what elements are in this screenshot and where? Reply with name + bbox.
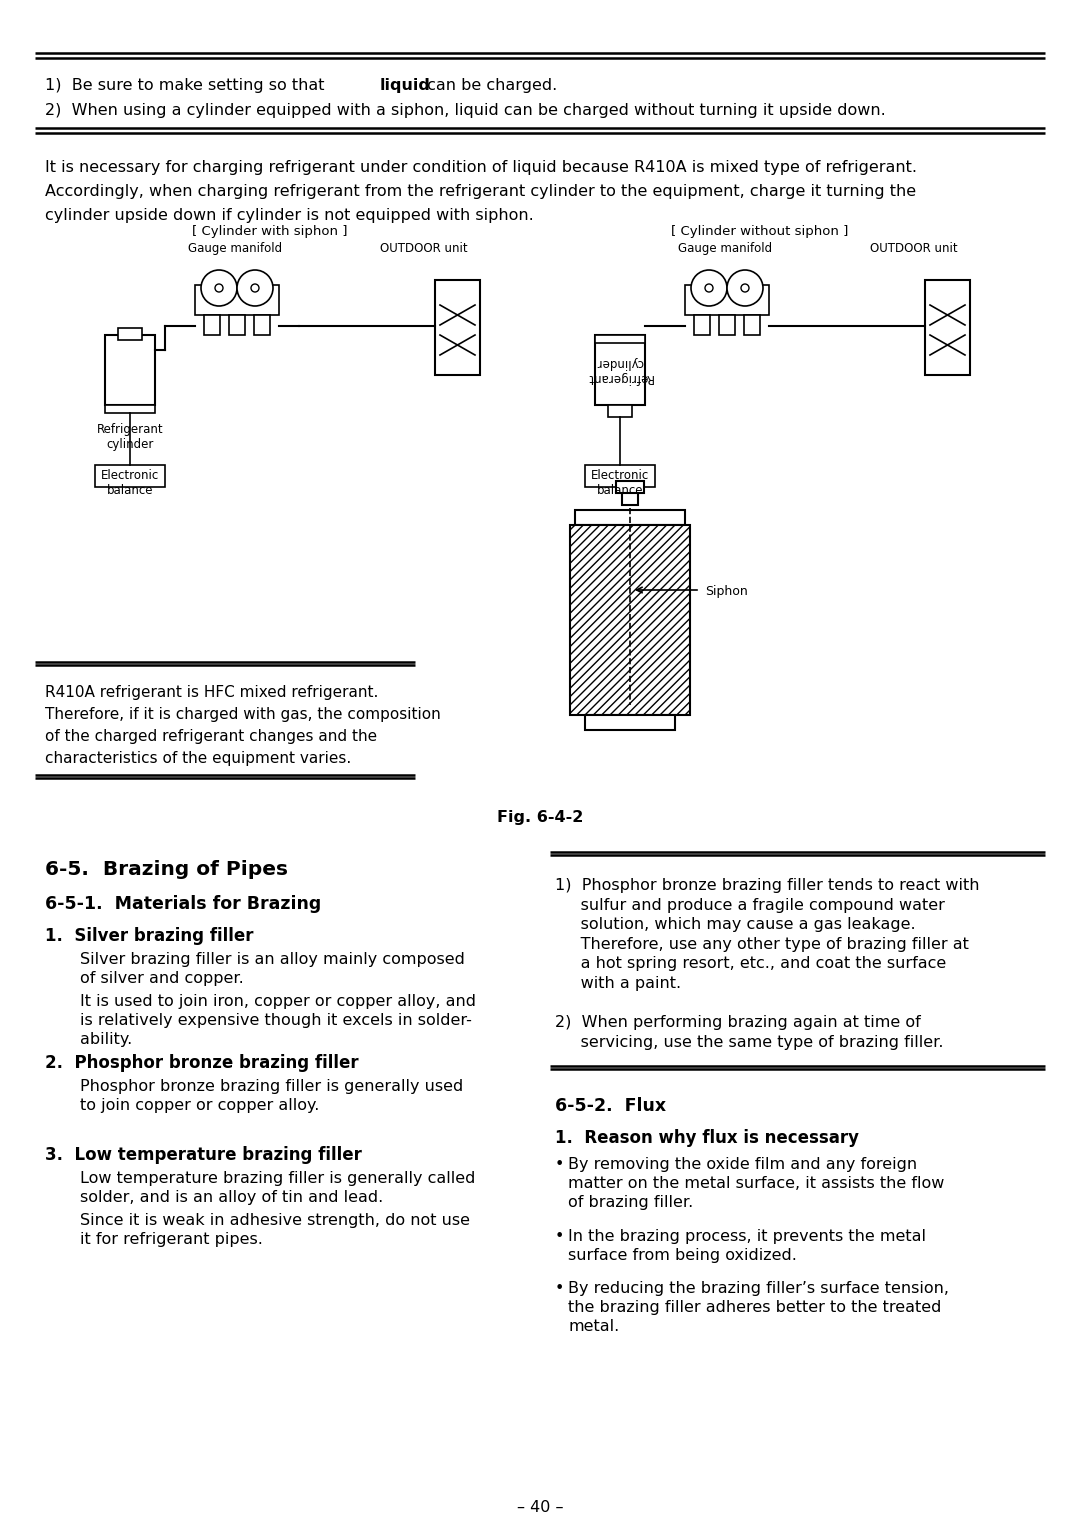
Bar xyxy=(435,281,480,375)
Text: By removing the oxide film and any foreign
matter on the metal surface, it assis: By removing the oxide film and any forei… xyxy=(568,1157,944,1211)
Bar xyxy=(570,525,690,715)
Text: 1.  Reason why flux is necessary: 1. Reason why flux is necessary xyxy=(555,1128,859,1147)
Bar xyxy=(105,406,156,413)
Text: Silver brazing filler is an alloy mainly composed
of silver and copper.: Silver brazing filler is an alloy mainly… xyxy=(80,952,464,987)
Bar xyxy=(585,465,654,486)
Text: By reducing the brazing filler’s surface tension,
the brazing filler adheres bet: By reducing the brazing filler’s surface… xyxy=(568,1281,949,1334)
Bar xyxy=(744,316,760,336)
Text: characteristics of the equipment varies.: characteristics of the equipment varies. xyxy=(45,750,351,766)
Bar xyxy=(595,336,645,343)
Text: 1.  Silver brazing filler: 1. Silver brazing filler xyxy=(45,927,254,946)
Text: 1)  Be sure to make setting so that: 1) Be sure to make setting so that xyxy=(45,78,329,93)
Bar xyxy=(719,316,735,336)
Text: Refrigerant
cylinder: Refrigerant cylinder xyxy=(97,422,163,451)
Bar xyxy=(575,509,685,525)
Bar xyxy=(229,316,245,336)
Text: 6-5.  Brazing of Pipes: 6-5. Brazing of Pipes xyxy=(45,860,288,878)
Bar xyxy=(195,285,279,316)
Text: 2)  When using a cylinder equipped with a siphon, liquid can be charged without : 2) When using a cylinder equipped with a… xyxy=(45,104,886,117)
Text: It is used to join iron, copper or copper alloy, and
is relatively expensive tho: It is used to join iron, copper or coppe… xyxy=(80,994,476,1048)
Text: can be charged.: can be charged. xyxy=(422,78,557,93)
Circle shape xyxy=(705,284,713,291)
Circle shape xyxy=(201,270,237,307)
Text: 2.  Phosphor bronze brazing filler: 2. Phosphor bronze brazing filler xyxy=(45,1054,359,1072)
Text: Accordingly, when charging refrigerant from the refrigerant cylinder to the equi: Accordingly, when charging refrigerant f… xyxy=(45,185,916,198)
Text: Since it is weak in adhesive strength, do not use
it for refrigerant pipes.: Since it is weak in adhesive strength, d… xyxy=(80,1212,470,1247)
Text: 3.  Low temperature brazing filler: 3. Low temperature brazing filler xyxy=(45,1145,362,1164)
Bar xyxy=(595,336,645,406)
Text: Gauge manifold: Gauge manifold xyxy=(188,242,282,255)
Bar xyxy=(254,316,270,336)
Text: 6-5-2.  Flux: 6-5-2. Flux xyxy=(555,1096,666,1115)
Text: Refrigerant
cylinder: Refrigerant cylinder xyxy=(586,355,653,384)
Text: Siphon: Siphon xyxy=(705,586,747,598)
Text: R410A refrigerant is HFC mixed refrigerant.: R410A refrigerant is HFC mixed refrigera… xyxy=(45,685,378,700)
Text: Low temperature brazing filler is generally called
solder, and is an alloy of ti: Low temperature brazing filler is genera… xyxy=(80,1171,475,1205)
Bar xyxy=(105,336,156,406)
Bar xyxy=(924,281,970,375)
Bar xyxy=(118,328,141,340)
Text: [ Cylinder with siphon ]: [ Cylinder with siphon ] xyxy=(192,226,348,238)
Text: OUTDOOR unit: OUTDOOR unit xyxy=(870,242,958,255)
Bar xyxy=(608,406,632,416)
Bar xyxy=(685,285,769,316)
Text: It is necessary for charging refrigerant under condition of liquid because R410A: It is necessary for charging refrigerant… xyxy=(45,160,917,175)
Circle shape xyxy=(741,284,750,291)
Text: – 40 –: – 40 – xyxy=(516,1501,564,1514)
Text: Fig. 6-4-2: Fig. 6-4-2 xyxy=(497,810,583,825)
Circle shape xyxy=(215,284,222,291)
Text: •: • xyxy=(555,1229,565,1244)
Bar xyxy=(622,486,638,505)
Text: OUTDOOR unit: OUTDOOR unit xyxy=(380,242,468,255)
Text: 2)  When performing brazing again at time of
     servicing, use the same type o: 2) When performing brazing again at time… xyxy=(555,1016,944,1049)
Text: •: • xyxy=(555,1281,565,1296)
Text: Therefore, if it is charged with gas, the composition: Therefore, if it is charged with gas, th… xyxy=(45,708,441,721)
Bar xyxy=(95,465,165,486)
Circle shape xyxy=(727,270,762,307)
Bar xyxy=(694,316,710,336)
Bar xyxy=(204,316,220,336)
Circle shape xyxy=(251,284,259,291)
Text: cylinder upside down if cylinder is not equipped with siphon.: cylinder upside down if cylinder is not … xyxy=(45,207,534,223)
Text: [ Cylinder without siphon ]: [ Cylinder without siphon ] xyxy=(672,226,849,238)
Text: 6-5-1.  Materials for Brazing: 6-5-1. Materials for Brazing xyxy=(45,895,321,913)
Text: of the charged refrigerant changes and the: of the charged refrigerant changes and t… xyxy=(45,729,377,744)
Bar xyxy=(616,480,644,493)
Circle shape xyxy=(691,270,727,307)
Text: •: • xyxy=(555,1157,565,1173)
Text: In the brazing process, it prevents the metal
surface from being oxidized.: In the brazing process, it prevents the … xyxy=(568,1229,926,1263)
Text: Electronic
balance: Electronic balance xyxy=(100,470,159,497)
Bar xyxy=(585,715,675,730)
Text: Phosphor bronze brazing filler is generally used
to join copper or copper alloy.: Phosphor bronze brazing filler is genera… xyxy=(80,1080,463,1113)
Text: 1)  Phosphor bronze brazing filler tends to react with
     sulfur and produce a: 1) Phosphor bronze brazing filler tends … xyxy=(555,878,980,991)
Circle shape xyxy=(237,270,273,307)
Text: Electronic
balance: Electronic balance xyxy=(591,470,649,497)
Text: liquid: liquid xyxy=(380,78,431,93)
Text: Gauge manifold: Gauge manifold xyxy=(678,242,772,255)
